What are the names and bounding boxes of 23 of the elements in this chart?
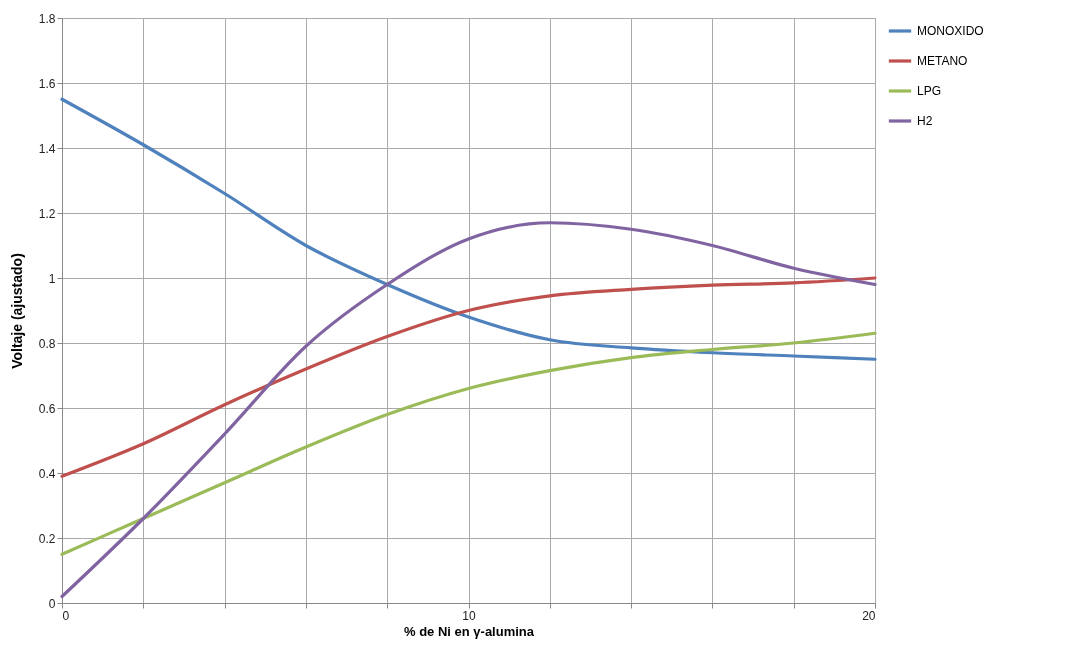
line-series: [60, 276, 877, 478]
y-tick-label: 0.4: [38, 466, 56, 481]
y-tick-label: 0.8: [38, 336, 56, 351]
line-series: [60, 331, 877, 556]
y-tick-label: 0.2: [38, 531, 56, 546]
line-series: [60, 97, 877, 361]
legend-label: METANO: [917, 54, 968, 68]
x-tick-label: 0: [62, 608, 70, 623]
y-tick-label: 1: [48, 271, 56, 286]
legend-label: LPG: [917, 84, 942, 98]
x-tick-label: 10: [462, 608, 476, 623]
y-axis-title: Voltaje (ajustado): [8, 253, 25, 369]
x-axis-title: % de Ni en γ-alumina: [403, 623, 535, 639]
y-tick-label: 0.6: [38, 401, 56, 416]
legend-label: MONOXIDO: [917, 24, 984, 38]
y-tick-label: 1.4: [38, 141, 56, 156]
y-tick-label: 0: [48, 596, 56, 611]
x-tick-label: 20: [862, 608, 876, 623]
y-tick-label: 1.6: [38, 76, 56, 91]
line-series: [60, 221, 877, 599]
y-tick-label: 1.8: [38, 11, 56, 26]
legend-label: H2: [917, 114, 933, 128]
y-tick-label: 1.2: [38, 206, 56, 221]
